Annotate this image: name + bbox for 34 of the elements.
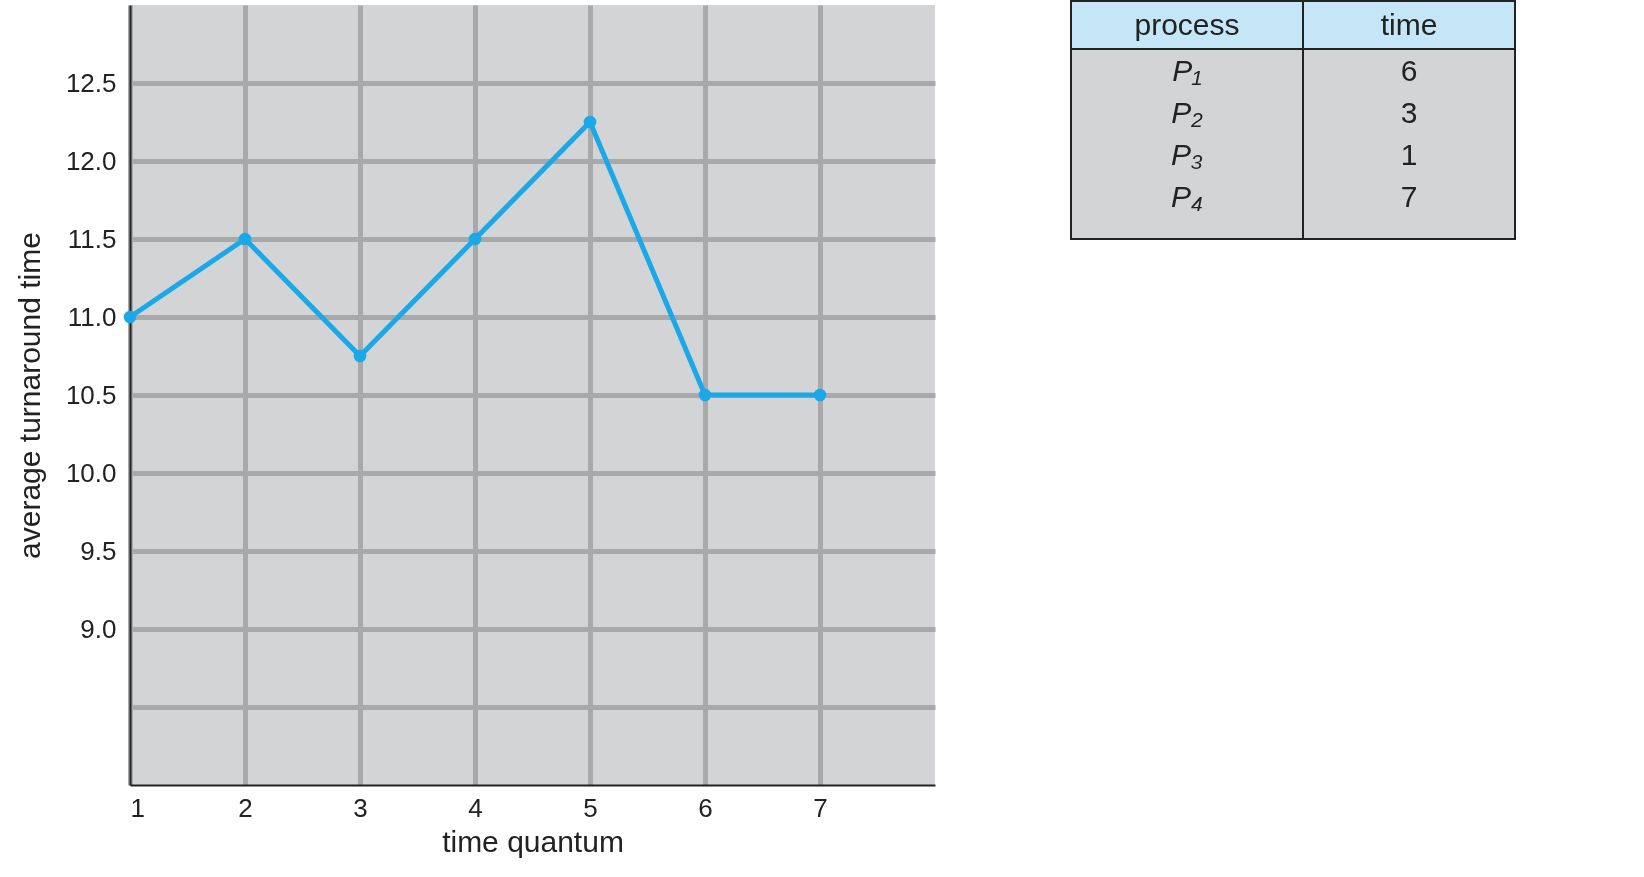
- category-label: P₁: [1071, 49, 1303, 92]
- point: [468, 232, 482, 246]
- point: [123, 310, 137, 324]
- data-label: 1: [1303, 134, 1515, 176]
- data-label: 6: [1303, 49, 1515, 92]
- text: time: [1303, 1, 1515, 49]
- y-tick-label: 11.0: [67, 301, 117, 332]
- category-label: P₂: [1071, 92, 1303, 134]
- point: [583, 115, 597, 129]
- point: [238, 232, 252, 246]
- y-tick-label: 10.5: [65, 379, 117, 410]
- y-tick-label: 9.5: [80, 535, 117, 566]
- x-tick-label: 6: [698, 792, 713, 823]
- y-axis-title: average turnaround time: [12, 232, 46, 559]
- point: [353, 349, 367, 363]
- point: [813, 388, 827, 402]
- category-label: P₄: [1071, 176, 1303, 239]
- y-tick-label: 12.0: [65, 145, 117, 176]
- x-tick-label: 5: [583, 792, 598, 823]
- category-label: P₃: [1071, 134, 1303, 176]
- y-tick-label: 11.5: [67, 223, 117, 254]
- x-tick-label: 2: [238, 792, 253, 823]
- data-label: 7: [1303, 176, 1515, 239]
- x-axis-title: time quantum: [442, 824, 624, 858]
- point: [698, 388, 712, 402]
- data-label: 3: [1303, 92, 1515, 134]
- text: process: [1071, 1, 1303, 49]
- x-tick-label: 4: [468, 792, 483, 823]
- x-tick-label: 7: [813, 792, 828, 823]
- y-tick-label: 9.0: [80, 613, 117, 644]
- x-tick-label: 3: [353, 792, 368, 823]
- y-tick-label: 10.0: [65, 457, 117, 488]
- x-tick-label: 1: [130, 792, 145, 823]
- y-tick-label: 12.5: [65, 67, 117, 98]
